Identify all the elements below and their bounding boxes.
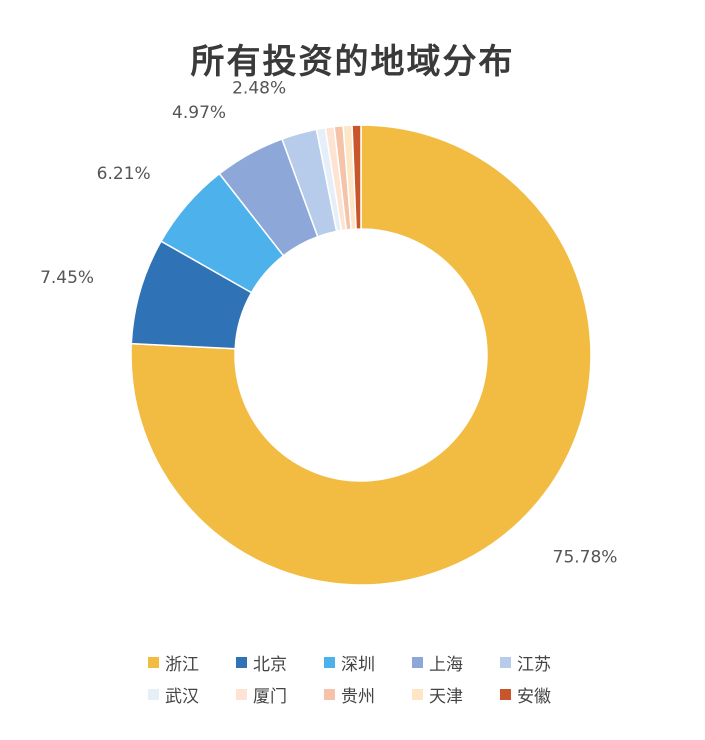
donut-slice-1 (130, 124, 592, 586)
legend-label: 天津 (429, 686, 463, 707)
data-label-1: 75.78% (553, 547, 618, 567)
legend-label: 武汉 (165, 686, 199, 707)
legend-swatch (500, 656, 511, 668)
legend-label: 北京 (253, 654, 287, 675)
donut-slice-10 (351, 124, 362, 230)
legend-label: 上海 (429, 654, 463, 675)
legend-label: 贵州 (341, 686, 375, 707)
legend-label: 深圳 (341, 654, 375, 675)
legend-swatch (412, 688, 423, 700)
data-label-5: 2.48% (232, 78, 286, 98)
legend-item: 江苏 (500, 650, 588, 675)
legend: 浙江 北京 深圳 上海 江苏 武汉 厦门 贵州 天津 安徽 (148, 646, 588, 710)
legend-item: 厦门 (236, 682, 324, 707)
legend-label: 浙江 (165, 654, 199, 675)
legend-label: 厦门 (253, 686, 287, 707)
legend-item: 天津 (412, 682, 500, 707)
legend-swatch (500, 688, 511, 700)
legend-item: 上海 (412, 650, 500, 675)
legend-label: 安徽 (517, 686, 551, 707)
legend-swatch (148, 688, 159, 700)
legend-item: 深圳 (324, 650, 412, 675)
legend-item: 安徽 (500, 682, 588, 707)
legend-label: 江苏 (517, 654, 551, 675)
legend-swatch (236, 688, 247, 700)
legend-item: 贵州 (324, 682, 412, 707)
data-label-2: 7.45% (40, 268, 94, 288)
legend-swatch (324, 688, 335, 700)
data-label-3: 6.21% (97, 164, 151, 184)
chart-title: 所有投资的地域分布 (190, 42, 515, 82)
legend-swatch (324, 656, 335, 668)
legend-swatch (412, 656, 423, 668)
donut-data-labels: 75.78% 7.45% 6.21% 4.97% 2.48% (40, 78, 617, 567)
data-label-4: 4.97% (172, 103, 226, 123)
legend-swatch (148, 656, 159, 668)
legend-item: 浙江 (148, 650, 236, 675)
legend-row: 武汉 厦门 贵州 天津 安徽 (148, 678, 588, 710)
legend-item: 武汉 (148, 682, 236, 707)
legend-row: 浙江 北京 深圳 上海 江苏 (148, 646, 588, 678)
donut-slices (130, 124, 592, 586)
legend-swatch (236, 656, 247, 668)
legend-item: 北京 (236, 650, 324, 675)
